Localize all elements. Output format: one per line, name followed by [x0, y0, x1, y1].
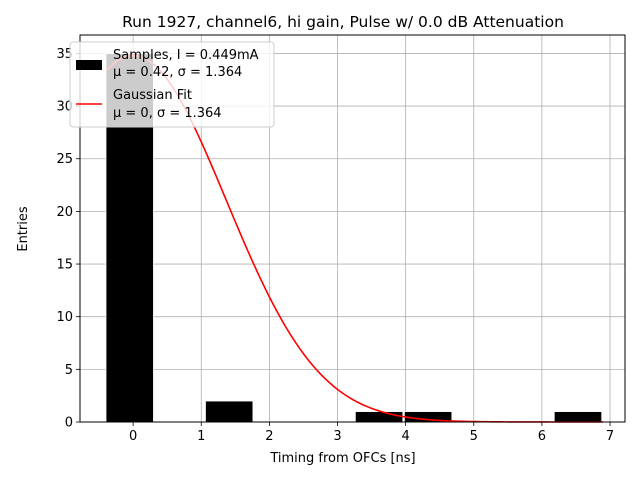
- chart-title: Run 1927, channel6, hi gain, Pulse w/ 0.…: [122, 13, 564, 31]
- x-tick-label: 7: [606, 429, 614, 444]
- legend-box: [69, 41, 275, 128]
- y-tick-label: 20: [56, 205, 73, 220]
- legend-fit-stats: μ = 0, σ = 1.364: [113, 106, 222, 121]
- legend-samples-stats: μ = 0.42, σ = 1.364: [113, 65, 242, 80]
- legend: Samples, I = 0.449mA μ = 0.42, σ = 1.364…: [69, 41, 275, 128]
- x-tick-label: 3: [333, 429, 341, 444]
- x-axis-label: Timing from OFCs [ns]: [269, 451, 415, 466]
- y-tick-label: 25: [56, 152, 73, 167]
- axes-frame: [79, 34, 626, 423]
- y-tick-label: 5: [65, 363, 73, 378]
- histogram-bar: [204, 400, 254, 423]
- y-tick-label: 10: [56, 310, 73, 325]
- histogram-bar: [354, 410, 404, 423]
- x-tick-label: 2: [265, 429, 273, 444]
- x-tick-label: 6: [538, 429, 546, 444]
- x-tick-label: 5: [470, 429, 478, 444]
- y-tick-label: 15: [56, 258, 73, 273]
- y-tick-label: 0: [65, 416, 73, 431]
- axis-ticks: 0 1 2 3 4 5 6 7 0 5 10 15 20 25 30 35: [56, 47, 614, 444]
- y-axis-label: Entries: [16, 206, 31, 252]
- x-tick-label: 4: [401, 429, 409, 444]
- legend-fit-label: Gaussian Fit: [113, 88, 192, 103]
- histogram-bar: [553, 410, 603, 423]
- y-tick-label: 30: [56, 100, 73, 115]
- legend-samples-label: Samples, I = 0.449mA: [113, 48, 259, 63]
- x-tick-label: 0: [129, 429, 137, 444]
- x-tick-label: 1: [197, 429, 205, 444]
- legend-samples-swatch: [76, 60, 102, 70]
- y-tick-label: 35: [56, 47, 73, 62]
